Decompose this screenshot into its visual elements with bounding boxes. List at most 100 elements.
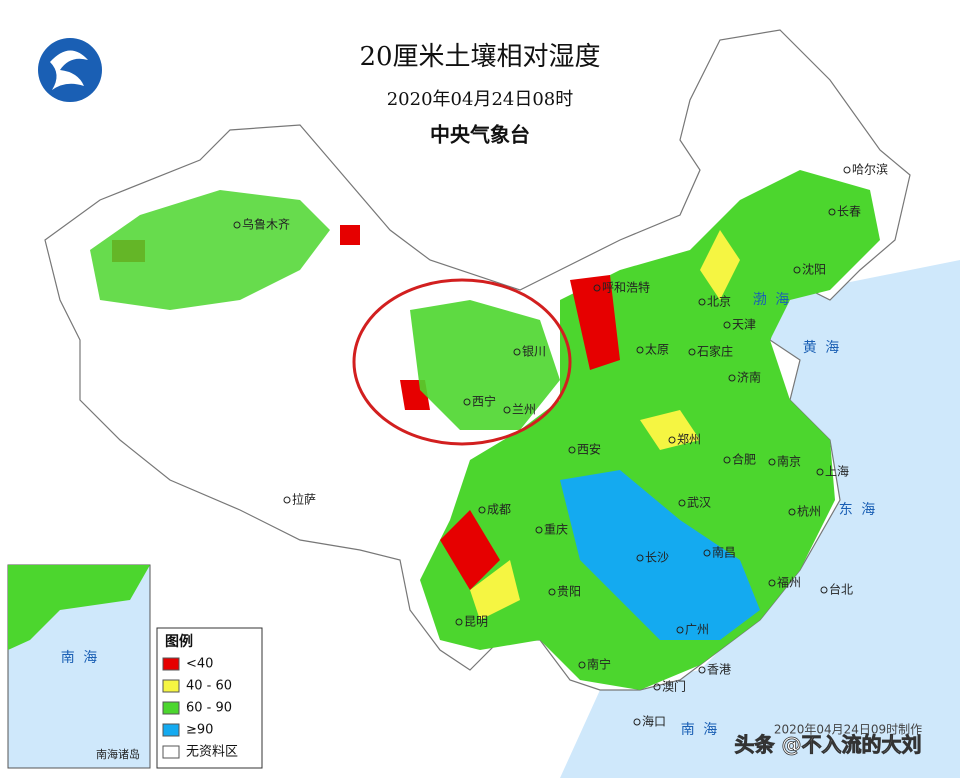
legend-swatch xyxy=(162,657,180,671)
city-label: 沈阳 xyxy=(802,262,826,277)
city-label: 呼和浩特 xyxy=(602,280,650,295)
city-label: 太原 xyxy=(645,342,669,357)
moist-area-northwest xyxy=(410,300,560,430)
title: 20厘米土壤相对湿度 xyxy=(359,42,600,72)
city-dot xyxy=(578,661,586,669)
legend-frame xyxy=(156,627,263,769)
sea-label: 黄 海 xyxy=(803,339,841,356)
city-dot xyxy=(768,458,776,466)
city-label: 南昌 xyxy=(712,545,736,560)
city-dot xyxy=(636,346,644,354)
logo-circle xyxy=(38,38,102,102)
city-dot xyxy=(698,298,706,306)
city-dot xyxy=(593,284,601,292)
legend-swatch xyxy=(162,723,180,737)
sea xyxy=(560,260,960,778)
city-label: 郑州 xyxy=(677,432,701,447)
sea-labels: 黄 海东 海南 海 渤 海 xyxy=(681,292,875,738)
legend-label: <40 xyxy=(186,657,213,672)
city-dot xyxy=(723,456,731,464)
city-dot xyxy=(723,321,731,329)
city-dot xyxy=(463,398,471,406)
city-dot xyxy=(678,499,686,507)
legend-label: ≥90 xyxy=(186,723,213,738)
city-label: 香港 xyxy=(707,663,731,677)
city-label: 澳门 xyxy=(662,679,686,694)
legend-label: 60 - 90 xyxy=(186,701,232,716)
city-dot xyxy=(503,406,511,414)
sea-label: 渤 海 xyxy=(753,292,791,308)
legend: 图例 <40 40 - 60 60 - 90 ≥90 无资料区 xyxy=(156,627,263,769)
city-label: 台北 xyxy=(829,582,853,597)
city-label: 长沙 xyxy=(645,551,669,565)
watermark: 头条 @不入流的大刘 xyxy=(735,733,922,757)
city-dot xyxy=(698,666,706,674)
city-dot xyxy=(283,496,291,504)
city-label: 西宁 xyxy=(472,394,496,409)
city-dot xyxy=(676,626,684,634)
city-label: 石家庄 xyxy=(697,344,733,359)
city-dot xyxy=(653,683,661,691)
city-label: 北京 xyxy=(707,295,731,309)
city-label: 天津 xyxy=(732,318,756,332)
city-dot xyxy=(768,579,776,587)
city-label: 哈尔滨 xyxy=(852,162,888,177)
city-dot xyxy=(455,618,463,626)
legend-swatch xyxy=(162,745,180,759)
date: 2020年04月24日08时 xyxy=(387,89,574,110)
city-label: 长春 xyxy=(837,205,861,219)
city-dot xyxy=(478,506,486,514)
city-label: 贵阳 xyxy=(557,585,581,599)
city-label: 上海 xyxy=(825,464,849,479)
dry-area xyxy=(470,230,740,620)
logo xyxy=(38,38,102,102)
legend-title: 图例 xyxy=(165,633,193,650)
city-dot xyxy=(568,446,576,454)
city-dot xyxy=(636,554,644,562)
city-label: 兰州 xyxy=(512,403,536,417)
legend-label: 40 - 60 xyxy=(186,679,232,694)
agency: 中央气象台 xyxy=(430,123,530,147)
highlight-ellipse xyxy=(352,278,572,446)
produced-note: 2020年04月24日09时制作 xyxy=(774,723,922,737)
city-dot xyxy=(788,508,796,516)
sea-label: 南 海 xyxy=(681,722,719,738)
city-dot xyxy=(793,266,801,274)
city-dot xyxy=(816,468,824,476)
city-label: 海口 xyxy=(642,714,666,729)
legend-swatch xyxy=(162,701,180,715)
city-dot xyxy=(843,166,851,174)
city-dot xyxy=(668,436,676,444)
inset-sea: 南 海 xyxy=(61,650,99,666)
city-label: 重庆 xyxy=(544,523,568,537)
city-label: 合肥 xyxy=(732,452,756,467)
city-label: 银川 xyxy=(522,345,546,359)
city-dot xyxy=(233,221,241,229)
city-dot xyxy=(703,549,711,557)
city-label: 乌鲁木齐 xyxy=(242,217,290,232)
city-label: 南宁 xyxy=(587,657,611,672)
logo-swirl xyxy=(50,50,88,90)
city-label: 济南 xyxy=(737,370,761,385)
wet-area xyxy=(560,470,760,640)
city-label: 武汉 xyxy=(687,496,711,510)
city-dot xyxy=(688,348,696,356)
legend-swatch xyxy=(162,679,180,693)
city-label: 福州 xyxy=(777,575,801,590)
city-dot xyxy=(820,586,828,594)
inset-land xyxy=(8,565,150,650)
inset: 南 海 南海诸岛 xyxy=(7,564,151,769)
city-label: 杭州 xyxy=(797,504,821,519)
legend-label: 无资料区 xyxy=(186,745,238,760)
city-label: 广州 xyxy=(685,623,709,637)
city-label: 南京 xyxy=(777,454,801,469)
city-label: 拉萨 xyxy=(292,492,316,507)
city-label: 成都 xyxy=(487,503,511,517)
moist-area-west xyxy=(90,190,330,310)
city-dot xyxy=(728,374,736,382)
city-label: 昆明 xyxy=(464,615,488,629)
city-dot xyxy=(828,208,836,216)
city-dot xyxy=(513,348,521,356)
